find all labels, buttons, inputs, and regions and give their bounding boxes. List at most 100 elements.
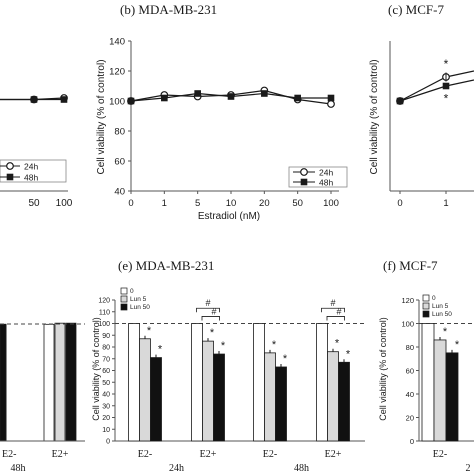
panel-e-group-label: E2+ xyxy=(325,449,342,460)
panel-e-legend-swatch xyxy=(120,295,128,303)
panel-e-hash-label: # xyxy=(211,306,216,316)
panel-e-time-label: 48h xyxy=(294,463,309,474)
panel-e-y-tick-label: 60 xyxy=(102,368,110,375)
panel-e-hash-bracket-upper xyxy=(196,307,220,313)
panel-e-bar-lun-5 xyxy=(202,340,214,442)
panel-f-y-tick-label: 20 xyxy=(406,414,414,423)
panel-b-legend-marker xyxy=(300,168,308,176)
panel-b-y-tick-label: 80 xyxy=(114,127,125,138)
panel-b-point-48h-3 xyxy=(227,93,235,100)
panel-d-bar-lun-50 xyxy=(65,322,77,442)
panel-f-legend-swatch xyxy=(422,302,430,310)
panel-e-hash-bracket-lower xyxy=(326,316,345,321)
panel-f-y-tick-label: 40 xyxy=(406,390,414,399)
panel-e-bar-lun-50 xyxy=(213,353,225,442)
panel-f-bar-lun-5 xyxy=(433,339,447,442)
panel-e-bar-0 xyxy=(253,323,265,442)
panel-f-significance-star: * xyxy=(455,339,460,351)
panel-e-legend-swatch xyxy=(120,303,128,311)
panel-b-y-tick-label: 140 xyxy=(109,37,125,48)
panel-e-legend-label: 0 xyxy=(130,288,134,295)
panel-e-title: (e) MDA-MB-231 xyxy=(118,258,214,273)
panel-c-significance-star: * xyxy=(444,57,449,71)
panel-e-significance-star: * xyxy=(335,338,340,350)
panel-f-y-tick-label: 100 xyxy=(401,320,414,329)
panel-e-hash-bracket-upper xyxy=(321,307,345,313)
panel-e-hash-label: # xyxy=(336,306,341,316)
panel-e-y-tick-label: 0 xyxy=(106,439,110,446)
panel-e-significance-star: * xyxy=(346,348,351,360)
panel-e-significance-star: * xyxy=(158,344,163,356)
panel-e-hash-bracket-lower xyxy=(201,316,220,321)
panel-b-x-tick-label: 50 xyxy=(292,198,303,209)
panel-e-group-label: E2- xyxy=(138,449,152,460)
panel-f-group-label: E2- xyxy=(433,449,447,460)
panel-e-time-label: 24h xyxy=(169,463,184,474)
panel-b-point-24h-6 xyxy=(327,100,335,108)
panel-b-point-48h-5 xyxy=(294,94,301,102)
panel-e-y-tick-label: 90 xyxy=(102,333,110,340)
panel-b-x-tick-label: 1 xyxy=(162,198,167,209)
panel-f-legend-label: Lun 5 xyxy=(432,303,449,310)
panel-e-y-tick-label: 40 xyxy=(102,392,110,399)
panel-e-legend-swatch xyxy=(120,287,128,295)
panel-b-x-tick-label: 5 xyxy=(195,198,200,209)
panel-c-title: (c) MCF-7 xyxy=(388,2,444,17)
panel-c-line-48h xyxy=(399,79,474,102)
panel-f-bar-0 xyxy=(421,323,435,442)
panel-b-point-48h-1 xyxy=(161,94,168,102)
panel-e-bar-lun-5 xyxy=(264,352,276,442)
panel-d-group-label: E2+ xyxy=(52,449,69,460)
panel-e-y-tick-label: 20 xyxy=(102,415,110,422)
panel-e-y-tick-label: 80 xyxy=(102,345,110,352)
panel-e-legend-label: Lun 5 xyxy=(130,296,147,303)
panel-e: (e) MDA-MB-231 Cell viability (% of cont… xyxy=(91,258,365,474)
panel-e-significance-star: * xyxy=(147,325,152,337)
panel-c-point-48h-0 xyxy=(396,97,404,105)
panel-e-group-label: E2+ xyxy=(200,449,217,460)
panel-e-y-axis-label: Cell viability (% of control) xyxy=(91,317,101,421)
panel-e-y-tick-label: 100 xyxy=(98,321,110,328)
panel-b-x-tick-label: 100 xyxy=(323,198,339,209)
panel-b-legend-label: 24h xyxy=(319,168,333,178)
panel-c-point-48h-1 xyxy=(442,82,450,90)
panel-e-bar-lun-50 xyxy=(150,357,162,442)
panel-c-significance-star: * xyxy=(444,92,449,106)
panel-b-y-axis-label: Cell viability (% of control) xyxy=(96,59,107,174)
panel-f-y-tick-label: 80 xyxy=(406,343,414,352)
panel-b-legend xyxy=(288,166,348,188)
panel-a-legend-marker xyxy=(6,162,14,170)
panel-e-bar-0 xyxy=(128,323,140,442)
panel-b-x-tick-label: 20 xyxy=(259,198,270,209)
panel-f-legend-label: Lun 50 xyxy=(432,311,452,318)
panel-f-legend-swatch xyxy=(422,294,430,302)
panel-a-legend-label: 24h xyxy=(24,162,38,172)
panel-c-line-24h xyxy=(399,70,474,102)
panel-e-bar-lun-50 xyxy=(338,361,350,442)
panel-e-y-tick-label: 120 xyxy=(98,298,110,305)
panel-f-y-tick-label: 0 xyxy=(410,437,414,446)
panel-e-y-tick-label: 10 xyxy=(102,427,110,434)
panel-e-bar-lun-5 xyxy=(327,351,339,442)
panel-a-legend-label: 48h xyxy=(24,173,38,183)
panel-e-y-tick-label: 110 xyxy=(99,309,110,316)
panel-f: (f) MCF-7 Cell viability (% of control) … xyxy=(378,258,474,474)
panel-c-y-axis-label: Cell viability (% of control) xyxy=(369,59,380,174)
panel-b-y-tick-label: 100 xyxy=(109,97,125,108)
panel-d-bar-0 xyxy=(43,323,55,442)
panel-d-bar-lun50-e2minus xyxy=(0,323,7,442)
panel-a-x-tick-label: 50 xyxy=(28,198,40,209)
panel-e-bar-lun-5 xyxy=(139,338,151,442)
panel-e-hash-label: # xyxy=(330,298,335,308)
panel-b-title: (b) MDA-MB-231 xyxy=(120,2,217,17)
panel-e-y-tick-label: 70 xyxy=(102,356,110,363)
panel-e-group-label: E2- xyxy=(263,449,277,460)
panel-d-time-label: 48h xyxy=(11,463,26,474)
panel-f-time-label: 2 xyxy=(466,463,471,474)
panel-e-significance-star: * xyxy=(221,340,226,352)
panel-b-y-tick-label: 120 xyxy=(109,67,125,78)
panel-a-legend-marker xyxy=(6,173,14,181)
panel-f-significance-star: * xyxy=(443,326,448,338)
